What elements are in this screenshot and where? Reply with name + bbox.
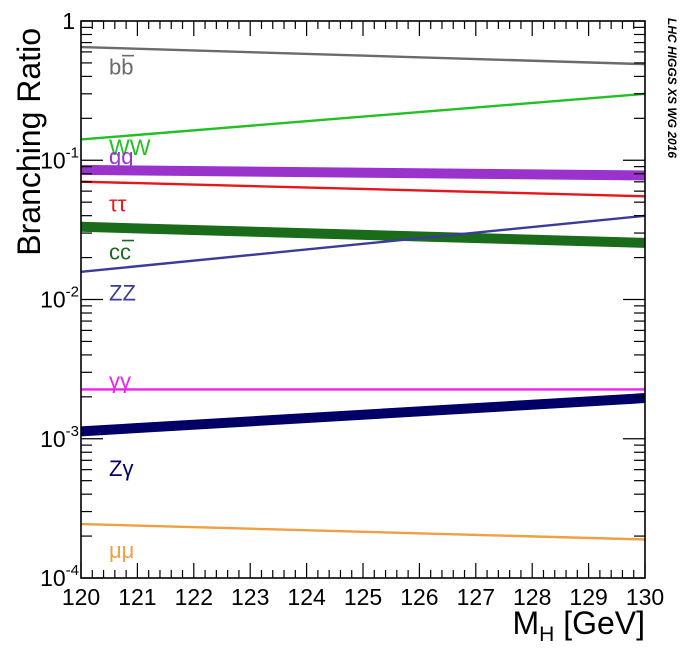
x-tick-label: 121 (118, 584, 156, 610)
series-line-zz (80, 214, 646, 274)
series-label-gg: gg (109, 144, 133, 169)
x-axis (80, 21, 646, 578)
series-label-series: ττ (109, 192, 127, 217)
y-axis (81, 20, 645, 579)
x-tick-label: 123 (231, 584, 269, 610)
x-tick-label: 124 (287, 584, 326, 610)
series-line-ww (80, 92, 646, 141)
x-tick-label: 126 (400, 584, 438, 610)
series-line-bb (80, 45, 646, 66)
x-tick-label: 127 (457, 584, 495, 610)
x-tick-label: 128 (513, 584, 551, 610)
series-line-cc (80, 221, 646, 248)
y-tick-labels: 10-4 10-3 10-2 10-1 1 (40, 8, 79, 591)
x-tick-label: 129 (569, 584, 607, 610)
series-line-series (80, 522, 646, 541)
series-label-zz: ZZ (109, 281, 136, 306)
series-label-series: μμ (109, 538, 134, 563)
series-line-series (80, 180, 646, 198)
series-line-z (80, 393, 646, 437)
x-tick-labels: 120 121 122 123 124 125 126 127 128 129 130 (62, 584, 664, 610)
series-label-ww: WW (109, 135, 151, 160)
y-tick-label: 1 (62, 8, 75, 34)
y-tick-label: 10-4 (40, 562, 79, 591)
x-tick-label: 120 (62, 584, 100, 610)
y-tick-label: 10-1 (40, 144, 79, 173)
x-tick-label: 125 (344, 584, 382, 610)
series-label-z: Zγ (109, 456, 133, 481)
series-label-cc: cc (109, 240, 131, 265)
y-tick-label: 10-3 (40, 423, 79, 452)
y-tick-label: 10-2 (40, 284, 79, 313)
y-axis-title: Branching Ratio (11, 28, 47, 256)
series-layer (80, 45, 646, 541)
series-line-gg (80, 164, 646, 181)
series-label-series: γγ (109, 369, 131, 394)
x-tick-label: 122 (175, 584, 213, 610)
watermark-label: LHC HIGGS XS WG 2016 (665, 18, 679, 158)
x-axis-title: MH [GeV] (512, 605, 645, 646)
x-tick-label: 130 (626, 584, 664, 610)
plot-frame (80, 20, 646, 579)
series-label-bb: bb (109, 55, 133, 80)
